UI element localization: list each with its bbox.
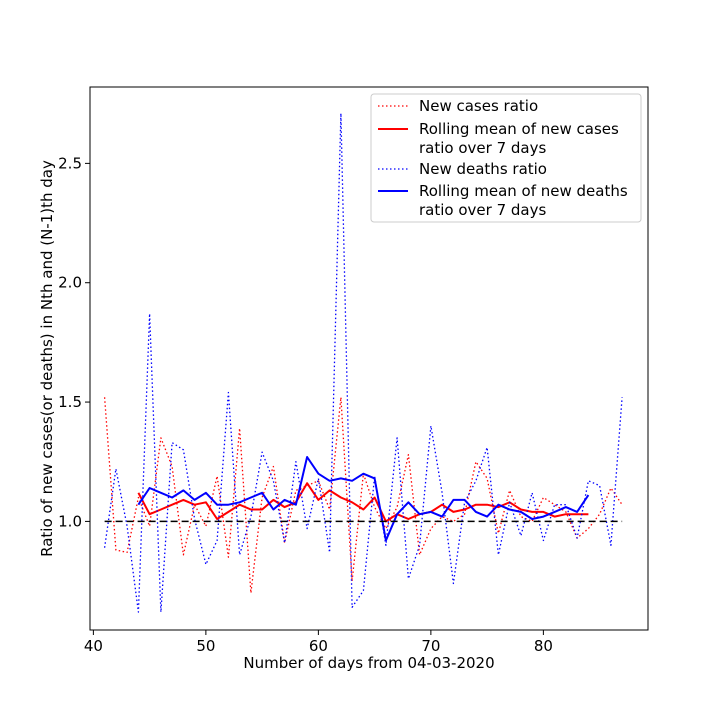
- x-axis-label: Number of days from 04-03-2020: [243, 654, 494, 672]
- legend-label: Rolling mean of new deaths: [419, 182, 628, 200]
- series-line-1: [137, 482, 589, 523]
- legend-label: New cases ratio: [419, 97, 538, 115]
- y-tick-label: 2.5: [58, 154, 82, 172]
- plot-area: [103, 112, 623, 613]
- axes-frame: [89, 86, 649, 631]
- x-tick-label: 80: [534, 637, 553, 655]
- y-axis: 1.0 1.5 2.0 2.5: [58, 154, 90, 530]
- legend-box: [370, 93, 642, 223]
- x-tick-label: 70: [421, 637, 440, 655]
- legend-label: ratio over 7 days: [419, 139, 546, 157]
- y-tick-label: 2.0: [58, 274, 82, 292]
- series-line-3: [137, 456, 590, 542]
- y-axis-label: Ratio of new cases(or deaths) in Nth and…: [38, 160, 56, 557]
- x-tick-label: 60: [309, 637, 328, 655]
- legend: New cases ratio Rolling mean of new cases…: [370, 93, 642, 223]
- legend-label: ratio over 7 days: [419, 201, 546, 219]
- legend-label: New deaths ratio: [419, 160, 547, 178]
- series-line-2: [103, 112, 623, 613]
- series-line-0: [103, 396, 623, 594]
- y-tick-label: 1.5: [58, 393, 82, 411]
- x-axis: 40 50 60 70 80: [84, 630, 553, 655]
- x-tick-label: 40: [84, 637, 103, 655]
- x-tick-label: 50: [196, 637, 215, 655]
- y-tick-label: 1.0: [58, 512, 82, 530]
- legend-label: Rolling mean of new cases: [419, 120, 619, 138]
